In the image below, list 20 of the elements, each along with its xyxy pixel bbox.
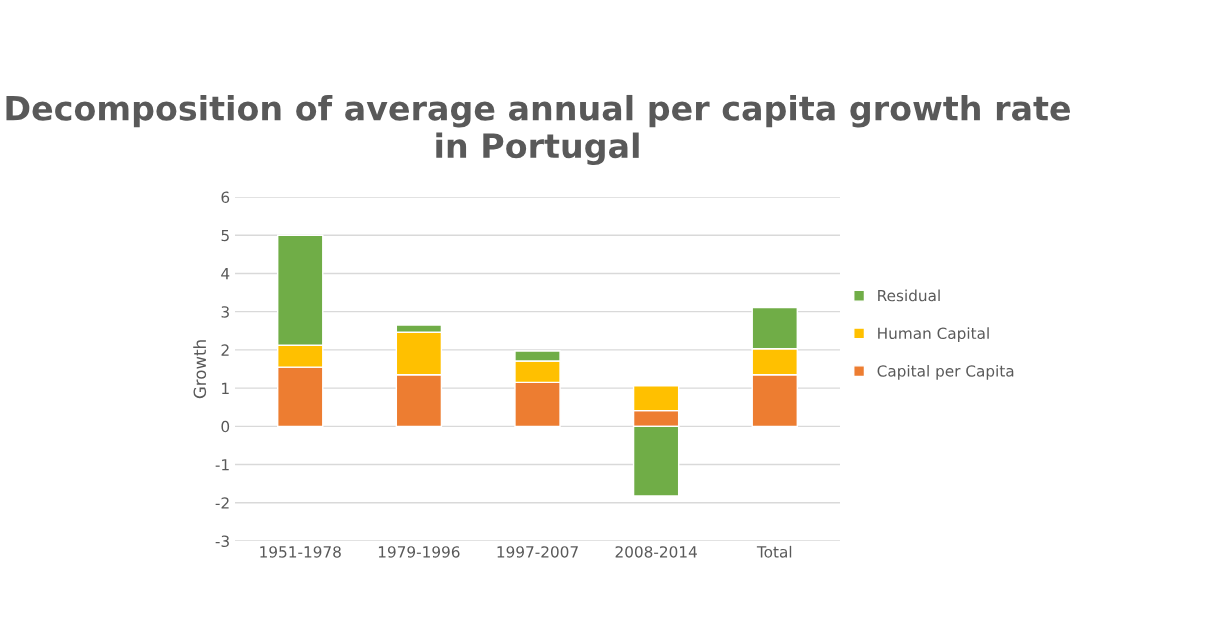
x-tick-label: Total	[756, 545, 792, 558]
y-tick-label: 4	[221, 268, 230, 280]
legend-label: Residual	[878, 289, 940, 302]
y-tick-label: -1	[215, 459, 229, 471]
x-tick-label: 1997-2007	[497, 546, 578, 558]
y-tick-label: 1	[222, 382, 229, 394]
x-tick-label: 1951-1978	[260, 546, 341, 558]
y-tick-label: 6	[221, 191, 230, 204]
y-tick-label: 0	[221, 420, 230, 433]
y-tick-label: -3	[215, 535, 229, 548]
y-tick-label: -2	[215, 497, 229, 509]
y-tick-label: 2	[221, 344, 229, 356]
x-tick-label: 2008-2014	[615, 546, 697, 558]
y-tick-label: 3	[221, 306, 229, 318]
chart-title: Decomposition of average annual per capita growth rate in Portugal	[6, 94, 1070, 166]
y-axis-title: Growth	[193, 340, 207, 399]
x-tick-label: 1979-1996	[378, 546, 460, 558]
y-tick-label: 5	[221, 229, 229, 242]
legend-label: Capital per Capita	[877, 364, 1014, 380]
legend-label: Human Capital	[878, 327, 989, 342]
